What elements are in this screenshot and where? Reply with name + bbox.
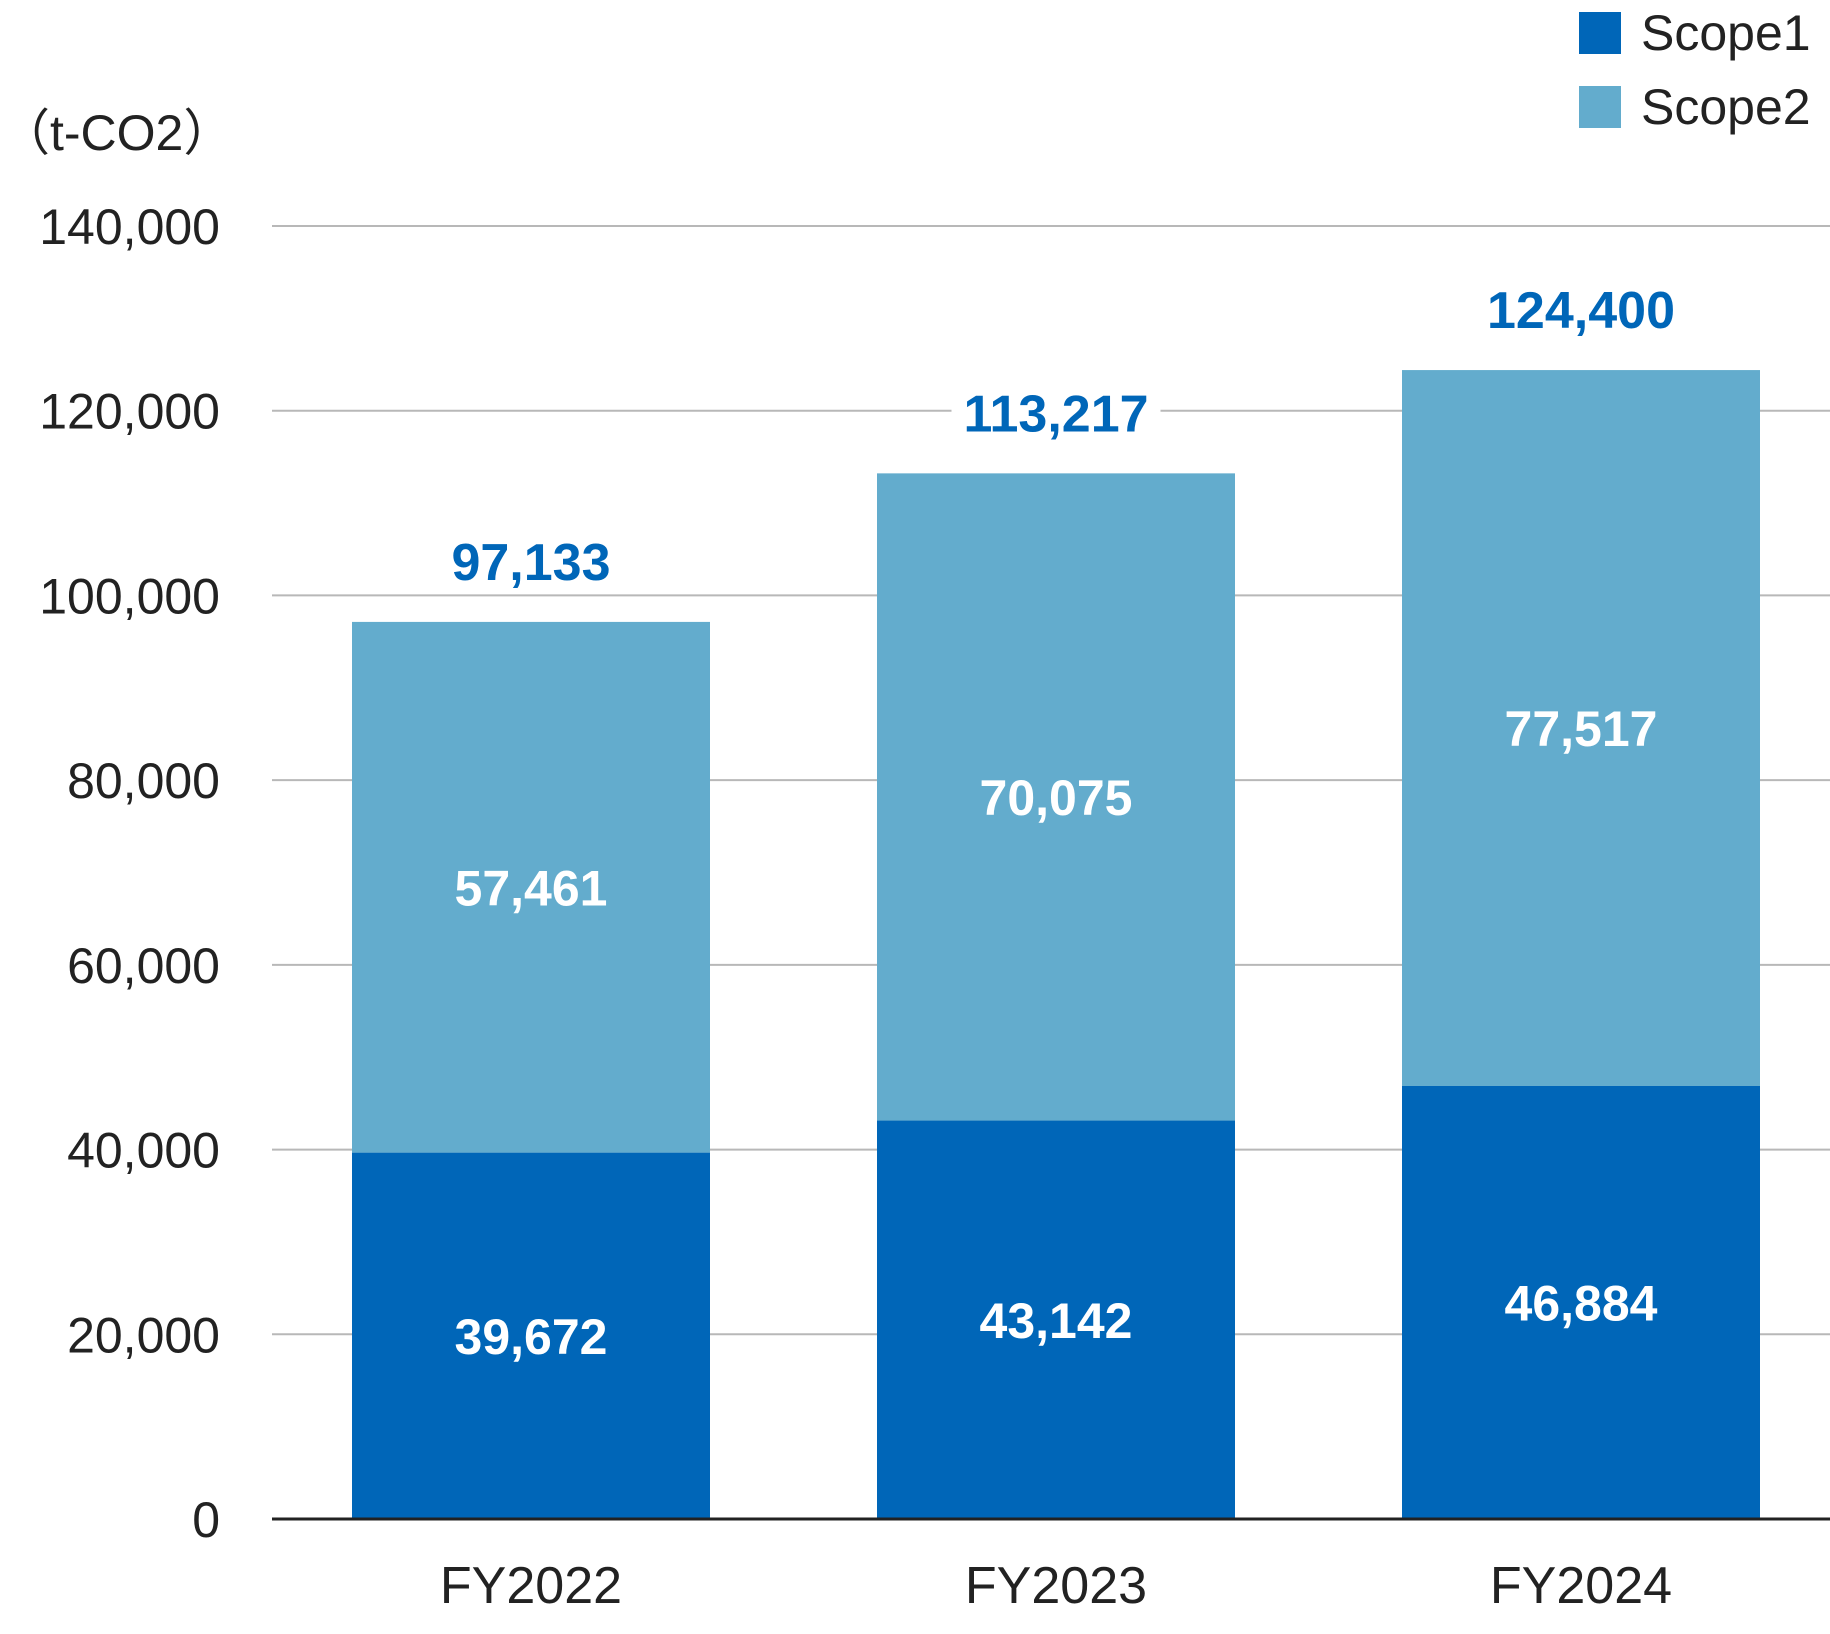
segment-value-label: 46,884 xyxy=(1505,1275,1658,1331)
segment-value-label: 57,461 xyxy=(455,860,608,916)
total-label-background xyxy=(1476,280,1686,343)
bars xyxy=(272,370,1830,1521)
legend: Scope1 Scope2 xyxy=(1579,5,1811,135)
x-tick-label: FY2022 xyxy=(440,1557,622,1615)
y-axis-tick-labels: 0 20,000 40,000 60,000 80,000 100,000 120,000 1… xyxy=(39,199,220,1548)
total-value-label: 124,400 xyxy=(1487,282,1675,340)
y-tick-label: 0 xyxy=(192,1492,220,1548)
y-tick-label: 40,000 xyxy=(67,1123,220,1179)
bar-segment-scope1 xyxy=(1402,1085,1760,1519)
y-tick-label: 140,000 xyxy=(39,199,220,255)
total-label-background xyxy=(951,383,1161,446)
legend-swatch-scope1 xyxy=(1579,12,1621,54)
bar-segment-scope1 xyxy=(877,1120,1235,1519)
legend-swatch-scope2 xyxy=(1579,86,1621,128)
total-value-label: 97,133 xyxy=(451,534,610,592)
total-value-label: 113,217 xyxy=(963,385,1148,443)
y-tick-label: 60,000 xyxy=(67,938,220,994)
segment-value-label: 43,142 xyxy=(980,1293,1133,1349)
x-tick-label: FY2023 xyxy=(965,1557,1147,1615)
y-tick-label: 100,000 xyxy=(39,568,220,624)
bar-labels: 39,672 57,461 97,133 43,142 70,075 113,217 46,… xyxy=(440,280,1686,1365)
segment-value-label: 70,075 xyxy=(980,770,1133,826)
x-tick-label: FY2024 xyxy=(1490,1557,1672,1615)
legend-label: Scope1 xyxy=(1641,5,1811,61)
y-axis-unit-label: （t-CO2） xyxy=(0,105,233,161)
y-tick-label: 80,000 xyxy=(67,753,220,809)
bar-segment-scope2 xyxy=(877,473,1235,1121)
bar-segment-scope2 xyxy=(1402,370,1760,1086)
bar-segment-scope1 xyxy=(352,1152,710,1519)
x-axis-tick-labels: FY2022 FY2023 FY2024 xyxy=(440,1557,1672,1615)
total-label-background xyxy=(440,531,622,594)
bar-segment-scope2 xyxy=(352,621,710,1153)
segment-value-label: 39,672 xyxy=(455,1309,608,1365)
y-tick-label: 20,000 xyxy=(67,1307,220,1363)
legend-label: Scope2 xyxy=(1641,79,1811,135)
y-tick-label: 120,000 xyxy=(39,384,220,440)
segment-value-label: 77,517 xyxy=(1505,701,1658,757)
